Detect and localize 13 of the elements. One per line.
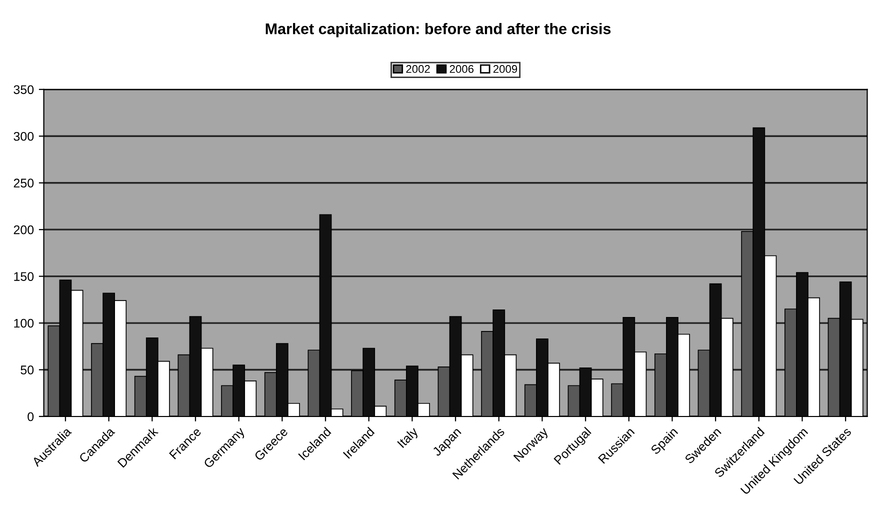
legend-label: 2006: [450, 65, 474, 73]
y-tick-label: 250: [14, 178, 34, 188]
legend-label: 2009: [493, 65, 518, 73]
y-tick-label: 150: [14, 272, 34, 281]
x-tick-label: Italy: [396, 426, 420, 450]
y-tick-label: 50: [20, 366, 34, 374]
y-tick-label: 100: [14, 318, 34, 328]
y-tick-label: 200: [14, 225, 34, 234]
y-tick-label: 350: [14, 85, 34, 94]
chart-title: Market capitalization: before and after the crisis: [266, 22, 611, 38]
y-tick-label: 300: [14, 132, 34, 141]
y-tick-label: 0: [28, 412, 34, 422]
legend-label: 2002: [406, 65, 430, 73]
